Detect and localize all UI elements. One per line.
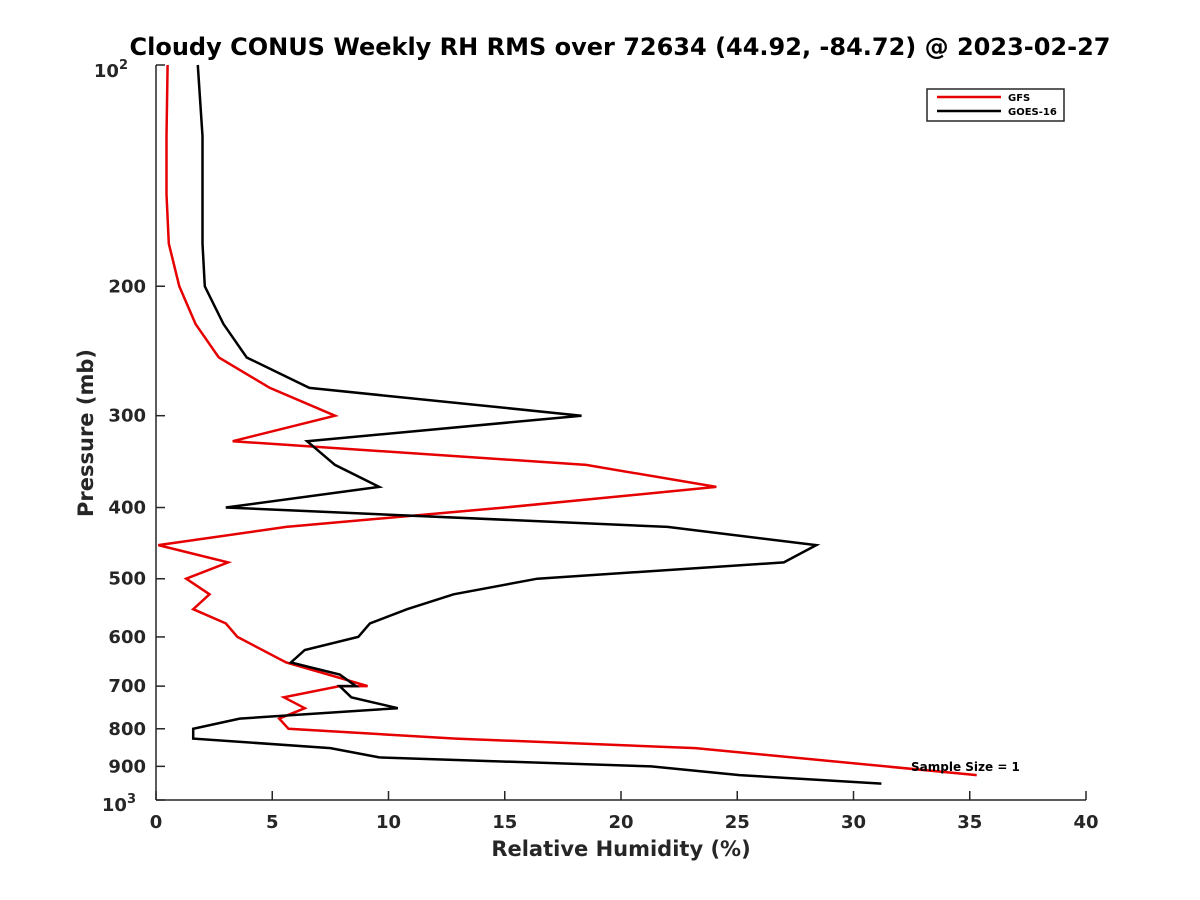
legend-label-goes16: GOES-16 [1008, 107, 1057, 118]
legend-label-gfs: GFS [1008, 93, 1030, 104]
x-tick-label: 20 [608, 812, 633, 833]
legend: GFS GOES-16 [926, 88, 1065, 122]
series-line-gfs [157, 64, 977, 777]
y-tick-label: 500 [108, 569, 146, 590]
y-tick-label: 600 [108, 627, 146, 648]
y-tick-label: 400 [108, 498, 146, 519]
series-line-goes16 [191, 64, 882, 785]
sample-size-annotation: Sample Size = 1 [911, 760, 1020, 774]
x-tick-label: 10 [376, 812, 401, 833]
y-tick-label: 300 [108, 406, 146, 427]
series-layer [157, 64, 977, 785]
x-tick-label: 5 [266, 812, 279, 833]
y-tick-label: 200 [108, 276, 146, 297]
x-axis-label: Relative Humidity (%) [491, 837, 750, 861]
x-tick-label: 0 [150, 812, 163, 833]
x-tick-label: 35 [957, 812, 982, 833]
x-tick-label: 15 [492, 812, 517, 833]
y-tick-label: 800 [108, 719, 146, 740]
y-axis-bottom-tick-label: 103 [102, 792, 136, 816]
y-axis-label: Pressure (mb) [74, 349, 98, 517]
y-tick-label: 700 [108, 676, 146, 697]
y-axis-top-tick-label: 102 [94, 58, 128, 82]
y-tick-label: 900 [108, 756, 146, 777]
x-tick-label: 25 [725, 812, 750, 833]
x-tick-label: 30 [841, 812, 866, 833]
y-top-exponent: 2 [119, 58, 128, 73]
y-bottom-base: 10 [102, 795, 127, 816]
x-tick-label: 40 [1073, 812, 1098, 833]
y-ticks: 200 300 400 500 600 700 800 900 [108, 64, 165, 801]
x-ticks: 0 5 10 15 20 25 30 35 40 [150, 791, 1099, 833]
chart-title: Cloudy CONUS Weekly RH RMS over 72634 (4… [130, 33, 1111, 61]
plot-area: 0 5 10 15 20 25 30 35 40 200 300 400 500 600 700 800 90… [94, 58, 1099, 833]
y-top-base: 10 [94, 61, 119, 82]
y-bottom-exponent: 3 [127, 792, 136, 807]
legend-box [926, 88, 1065, 122]
